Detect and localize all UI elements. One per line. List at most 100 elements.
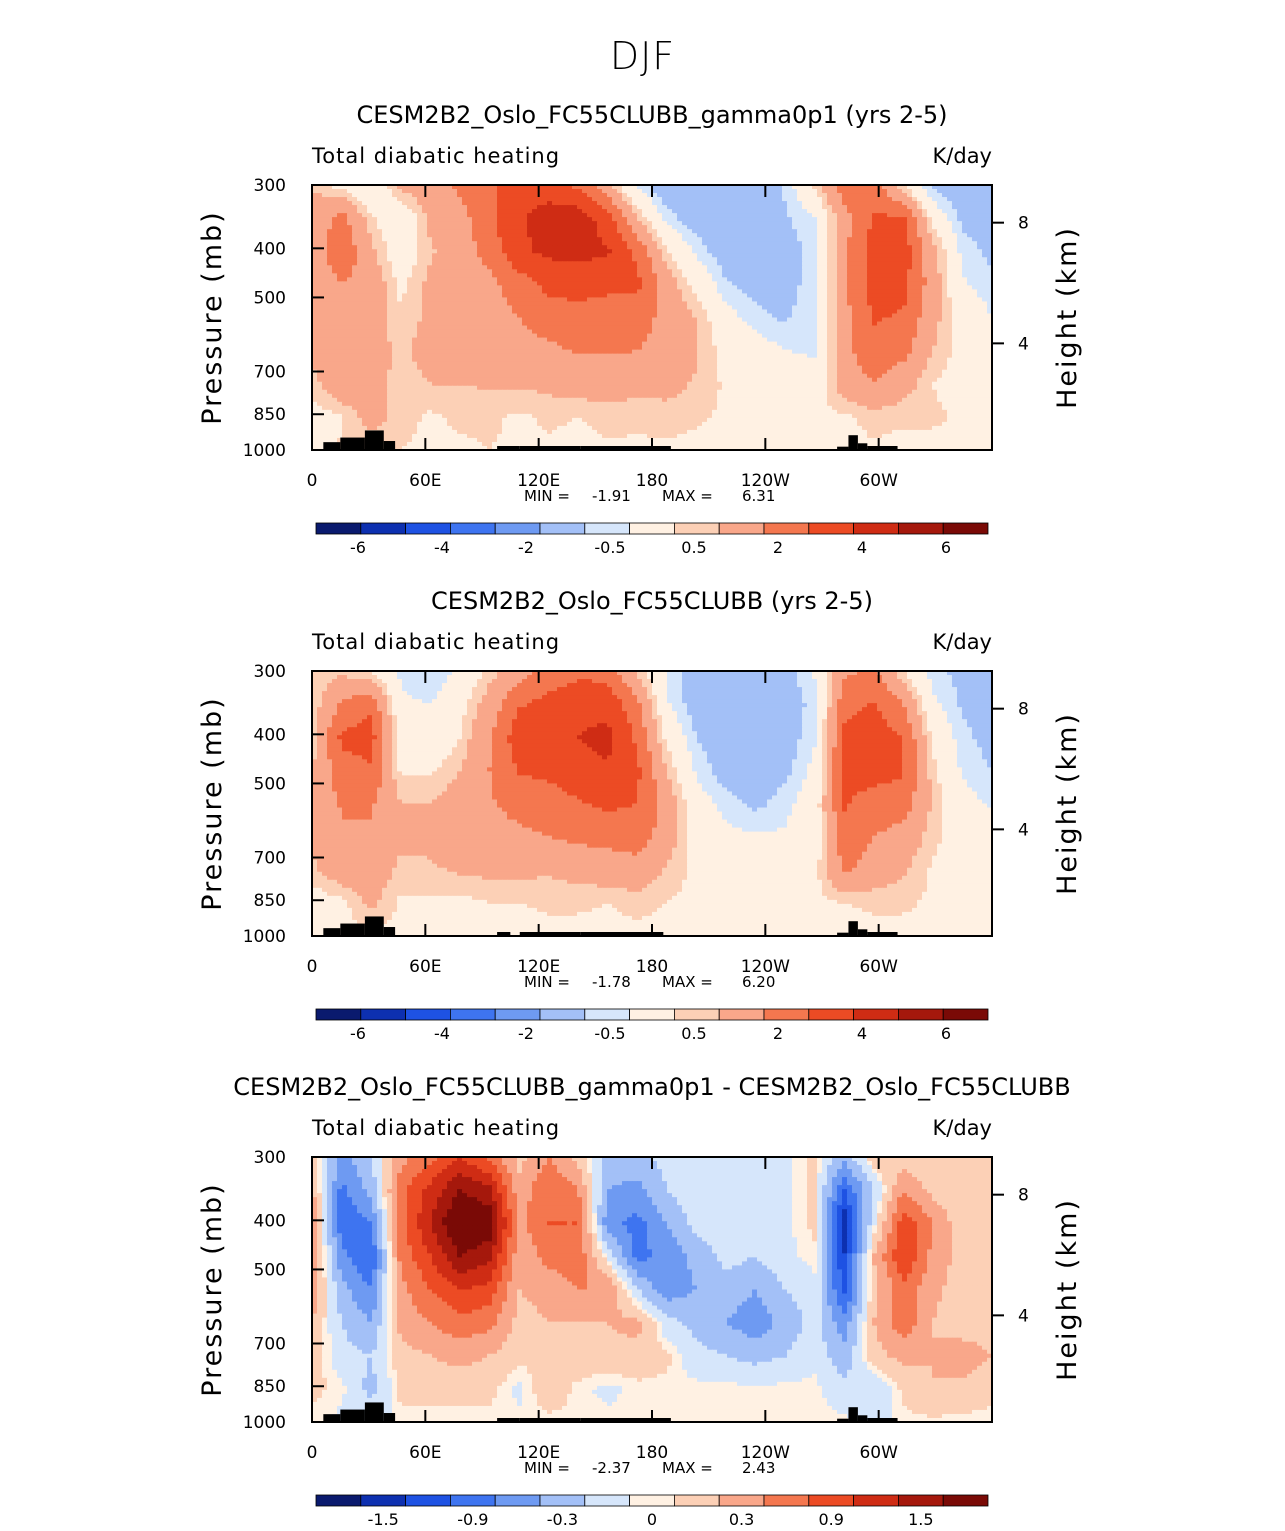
heatmap-cell (417, 269, 423, 274)
heatmap-cell (752, 265, 758, 270)
heatmap-cell (517, 289, 523, 295)
heatmap-cell (382, 285, 388, 290)
heatmap-cell (927, 321, 933, 327)
heatmap-cell (347, 205, 353, 210)
heatmap-cell (937, 309, 943, 315)
heatmap-cell (642, 261, 648, 266)
heatmap-cell (782, 221, 788, 226)
heatmap-cell (552, 205, 558, 210)
heatmap-cell (352, 293, 358, 299)
heatmap-cell (367, 221, 373, 226)
heatmap-cell (362, 213, 368, 218)
heatmap-cell (597, 305, 603, 311)
heatmap-cell (967, 221, 973, 226)
heatmap-cell (522, 285, 528, 290)
heatmap-cell (722, 329, 728, 335)
heatmap-cell (827, 313, 833, 319)
heatmap-cell (632, 245, 638, 250)
heatmap-cell (432, 285, 438, 290)
heatmap-cell (407, 289, 413, 295)
heatmap-cell (572, 221, 578, 226)
heatmap-cell (597, 301, 603, 307)
heatmap-cell (722, 293, 728, 299)
heatmap-cell (412, 249, 418, 254)
heatmap-cell (747, 297, 753, 303)
heatmap-cell (432, 261, 438, 266)
heatmap-cell (987, 317, 993, 323)
heatmap-cell (522, 205, 528, 210)
heatmap-cell (657, 193, 663, 198)
heatmap-cell (627, 185, 633, 190)
heatmap-cell (547, 305, 553, 311)
heatmap-cell (397, 225, 403, 230)
heatmap-cell (787, 297, 793, 303)
heatmap-cell (462, 265, 468, 270)
heatmap-cell (517, 245, 523, 250)
heatmap-cell (787, 205, 793, 210)
heatmap-cell (572, 217, 578, 222)
heatmap-cell (572, 189, 578, 194)
heatmap-cell (452, 193, 458, 198)
heatmap-cell (967, 193, 973, 198)
heatmap-cell (732, 273, 738, 278)
heatmap-cell (677, 277, 683, 282)
heatmap-cell (507, 233, 513, 238)
heatmap-cell (512, 317, 518, 323)
heatmap-cell (547, 241, 553, 246)
heatmap-cell (692, 229, 698, 234)
heatmap-cell (947, 317, 953, 323)
heatmap-cell (612, 269, 618, 274)
heatmap-cell (887, 277, 893, 282)
heatmap-cell (717, 309, 723, 315)
heatmap-cell (762, 293, 768, 299)
heatmap-cell (977, 233, 983, 238)
heatmap-cell (767, 313, 773, 319)
heatmap-cell (962, 233, 968, 238)
heatmap-cell (587, 209, 593, 214)
heatmap-cell (702, 217, 708, 222)
heatmap-cell (532, 249, 538, 254)
heatmap-cell (412, 265, 418, 270)
heatmap-cell (767, 237, 773, 242)
heatmap-cell (417, 277, 423, 282)
heatmap-cell (487, 185, 493, 190)
heatmap-cell (827, 265, 833, 270)
heatmap-cell (937, 197, 943, 202)
heatmap-cell (797, 193, 803, 198)
heatmap-cell (972, 325, 978, 331)
heatmap-cell (927, 309, 933, 315)
heatmap-cell (667, 193, 673, 198)
heatmap-cell (917, 205, 923, 210)
heatmap-cell (877, 245, 883, 250)
heatmap-cell (327, 317, 333, 323)
heatmap-cell (697, 261, 703, 266)
heatmap-cell (847, 249, 853, 254)
heatmap-cell (722, 221, 728, 226)
heatmap-cell (987, 293, 993, 299)
heatmap-cell (337, 273, 343, 278)
heatmap-cell (497, 281, 503, 286)
heatmap-cell (587, 237, 593, 242)
heatmap-cell (887, 193, 893, 198)
heatmap-cell (847, 301, 853, 307)
heatmap-cell (737, 233, 743, 238)
heatmap-cell (872, 273, 878, 278)
heatmap-cell (482, 269, 488, 274)
heatmap-cell (712, 225, 718, 230)
heatmap-cell (312, 305, 318, 311)
heatmap-cell (857, 289, 863, 295)
heatmap-cell (722, 193, 728, 198)
heatmap-cell (347, 237, 353, 242)
heatmap-cell (547, 273, 553, 278)
heatmap-cell (657, 293, 663, 299)
heatmap-cell (932, 305, 938, 311)
heatmap-cell (422, 305, 428, 311)
heatmap-cell (337, 253, 343, 258)
heatmap-cell (397, 297, 403, 303)
heatmap-cell (702, 253, 708, 258)
heatmap-cell (832, 257, 838, 262)
heatmap-cell (707, 185, 713, 190)
heatmap-cell (782, 265, 788, 270)
heatmap-cell (607, 217, 613, 222)
heatmap-cell (402, 293, 408, 299)
